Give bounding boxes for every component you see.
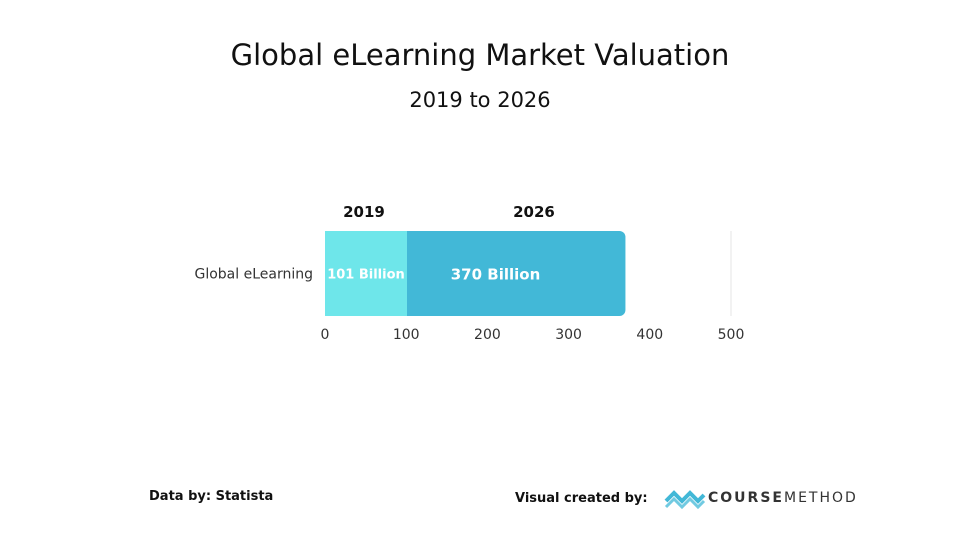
coursemethod-logo-icon: [664, 490, 706, 510]
legend-2026: 2026: [513, 203, 555, 221]
logo-text-light: METHOD: [783, 490, 858, 506]
data-label-2026: 370 Billion: [451, 266, 541, 284]
x-tick-label: 200: [474, 327, 501, 343]
x-tick-label: 100: [393, 327, 420, 343]
data-label-2019: 101 Billion: [327, 268, 405, 283]
x-tick-label: 0: [321, 327, 330, 343]
x-tick-label: 500: [718, 327, 745, 343]
coursemethod-logo-text: COURSEMETHOD: [708, 490, 858, 506]
chart-subtitle: 2019 to 2026: [409, 88, 551, 112]
visual-credit: Visual created by:: [515, 491, 648, 506]
chart-title: Global eLearning Market Valuation: [230, 38, 730, 72]
data-source: Data by: Statista: [149, 489, 274, 504]
bar-2019: [325, 231, 408, 316]
x-tick-label: 300: [555, 327, 582, 343]
coursemethod-logo: COURSEMETHOD: [664, 485, 874, 513]
x-tick-label: 400: [636, 327, 663, 343]
legend-2019: 2019: [343, 203, 385, 221]
category-label: Global eLearning: [194, 267, 313, 283]
logo-text-bold: COURSE: [708, 490, 784, 506]
